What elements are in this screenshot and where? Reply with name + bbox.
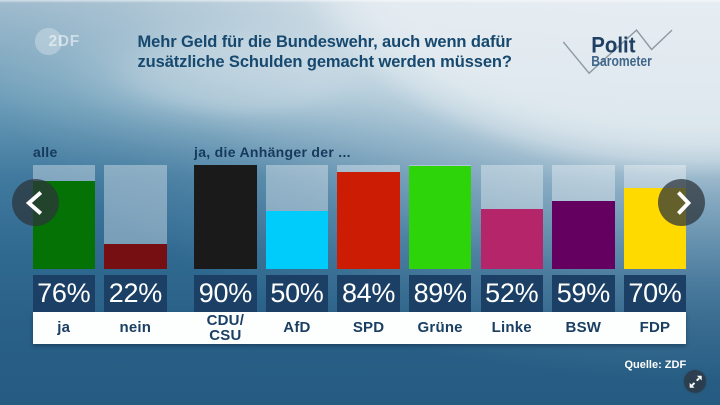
svg-text:Polit: Polit — [591, 33, 636, 58]
svg-text:Barometer: Barometer — [591, 53, 652, 70]
